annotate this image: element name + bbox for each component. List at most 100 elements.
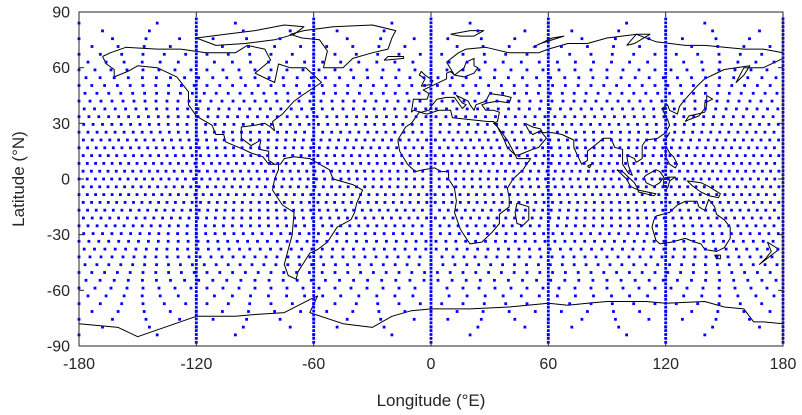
sample-point (155, 333, 159, 337)
sample-point (149, 224, 153, 228)
sample-point (429, 146, 433, 149)
sample-point (121, 255, 125, 259)
sample-point (234, 21, 237, 25)
sample-point (664, 321, 668, 325)
sample-point (637, 130, 640, 134)
sample-point (104, 130, 108, 134)
sample-point (546, 255, 550, 258)
sample-point (308, 154, 311, 157)
sample-point (682, 239, 686, 243)
sample-point (388, 169, 391, 173)
sample-point (354, 302, 358, 306)
sample-point (396, 177, 400, 181)
sample-point (259, 193, 263, 196)
sample-point (309, 76, 313, 80)
sample-point (625, 21, 628, 25)
sample-point (113, 224, 117, 228)
sample-point (733, 68, 737, 72)
sample-point (98, 154, 102, 157)
sample-point (532, 146, 536, 150)
sample-point (289, 107, 293, 111)
sample-point (546, 130, 550, 134)
sample-point (194, 192, 198, 196)
sample-point (137, 146, 141, 150)
sample-point (462, 255, 466, 259)
sample-point (194, 181, 198, 184)
sample-point (335, 29, 339, 33)
sample-point (312, 177, 316, 180)
sample-point (232, 232, 236, 235)
sample-point (661, 76, 665, 80)
sample-point (640, 84, 644, 87)
sample-point (448, 232, 452, 235)
sample-point (671, 138, 675, 142)
sample-point (354, 138, 358, 142)
sample-point (324, 278, 327, 282)
sample-point (724, 138, 728, 142)
sample-point (584, 263, 588, 267)
sample-point (140, 294, 144, 298)
sample-point (362, 107, 366, 111)
sample-point (486, 138, 490, 142)
sample-point (664, 114, 668, 118)
sample-point (716, 310, 720, 313)
sample-point (393, 60, 397, 64)
sample-point (176, 224, 180, 228)
sample-point (375, 239, 378, 243)
sample-point (248, 52, 252, 56)
sample-point (232, 154, 236, 157)
sample-point (288, 169, 292, 173)
sample-point (377, 310, 381, 313)
sample-point (732, 76, 736, 80)
sample-point (744, 169, 748, 173)
sample-point (279, 107, 283, 111)
sample-point (634, 201, 638, 204)
sample-point (546, 231, 550, 235)
sample-point (601, 201, 605, 204)
sample-point (548, 107, 552, 111)
sample-point (194, 208, 198, 212)
sample-point (94, 162, 97, 165)
sample-point (755, 107, 759, 111)
sample-point (294, 224, 297, 228)
sample-point (466, 193, 470, 196)
sample-point (434, 239, 438, 243)
sample-point (141, 52, 145, 56)
sample-point (636, 123, 639, 126)
sample-point (642, 177, 646, 181)
sample-point (312, 111, 316, 114)
sample-point (244, 271, 247, 274)
sample-point (617, 29, 621, 33)
sample-point (141, 286, 145, 290)
sample-point (727, 154, 730, 157)
sample-point (429, 68, 433, 71)
sample-point (680, 138, 684, 142)
sample-point (570, 123, 574, 126)
sample-point (546, 185, 550, 188)
sample-point (563, 278, 567, 282)
sample-point (772, 130, 776, 134)
sample-point (194, 169, 198, 173)
sample-point (199, 201, 202, 204)
sample-point (593, 239, 596, 243)
sample-point (223, 208, 227, 212)
sample-point (474, 115, 477, 119)
sample-point (233, 177, 236, 181)
sample-point (242, 255, 246, 259)
sample-point (645, 216, 648, 220)
coastline-13 (643, 169, 665, 187)
sample-point (208, 177, 212, 181)
sample-point (517, 247, 521, 251)
sample-point (194, 56, 198, 60)
sample-point (291, 201, 295, 204)
sample-point (610, 294, 613, 298)
sample-point (715, 162, 719, 165)
sample-point (546, 107, 550, 110)
sample-point (194, 52, 198, 56)
sample-point (745, 224, 749, 228)
sample-point (664, 231, 668, 235)
coastline-6 (397, 109, 532, 245)
sample-point (546, 290, 550, 293)
sample-point (546, 48, 550, 52)
sample-point (129, 146, 132, 150)
